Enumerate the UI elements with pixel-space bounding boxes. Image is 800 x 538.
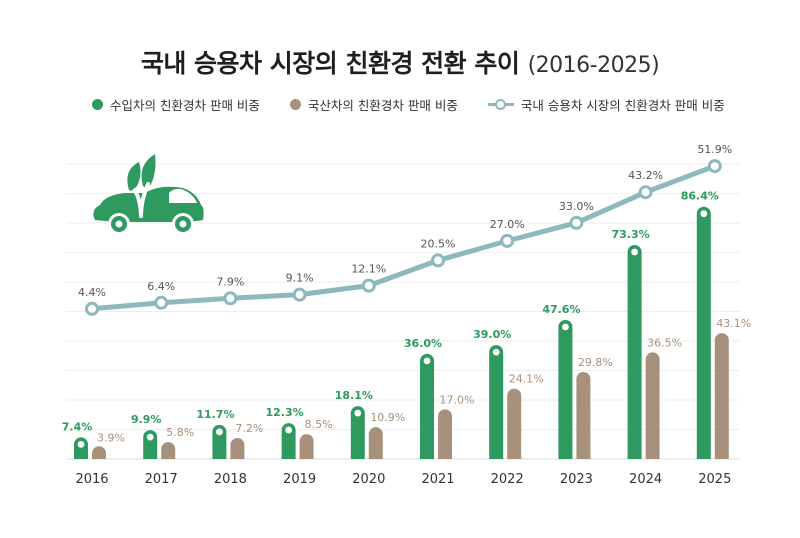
bar-domestic (576, 371, 591, 459)
bar-imported (420, 353, 434, 459)
bar-imported-marker (492, 348, 500, 356)
bar-imported-marker (562, 323, 569, 331)
bar-imported (212, 424, 227, 459)
chart-subtitle: (2016-2025) (527, 53, 660, 78)
line-point-total (292, 287, 307, 302)
bar-imported-marker (423, 357, 431, 365)
data-label-domestic: 3.9% (97, 432, 125, 445)
bar-imported (627, 244, 642, 459)
data-label-imported: 18.1% (335, 389, 373, 402)
line-point-total (223, 291, 238, 306)
bar-imported (143, 430, 158, 459)
bar-domestic (507, 388, 522, 459)
data-label-total: 7.9% (216, 275, 244, 288)
legend-label-total: 국내 승용차 시장의 친환경차 판매 비중 (520, 98, 725, 113)
line-point-total (85, 301, 99, 316)
x-tick-label: 2025 (698, 472, 731, 487)
x-tick-label: 2018 (214, 472, 247, 487)
data-label-domestic: 29.8% (578, 356, 613, 369)
x-axis: 2016 2017 2018 2019 2020 2021 2022 2023 2024 2025 (75, 472, 731, 487)
bar-imported-marker (146, 433, 154, 441)
bar-imported (74, 437, 88, 459)
line-point-total (361, 278, 376, 293)
data-label-total: 4.4% (78, 286, 106, 299)
data-label-imported: 47.6% (542, 303, 580, 316)
bar-imported (281, 423, 296, 459)
bar-imported (558, 320, 573, 459)
bar-domestic (368, 427, 383, 459)
data-label-domestic: 17.0% (440, 393, 475, 406)
bar-domestic (92, 446, 106, 459)
bar-imported-marker (285, 426, 292, 434)
data-label-total: 20.5% (421, 237, 456, 250)
data-label-total: 27.0% (490, 218, 525, 231)
x-tick-label: 2024 (629, 472, 662, 487)
data-label-domestic: 43.1% (716, 317, 751, 330)
data-label-imported: 7.4% (62, 420, 93, 433)
data-label-imported: 39.0% (473, 328, 511, 341)
legend-swatch-domestic (289, 99, 301, 110)
bar-imported (696, 206, 711, 459)
data-label-imported: 11.7% (196, 408, 234, 421)
data-label-imported: 9.9% (131, 413, 162, 426)
data-label-domestic: 36.5% (647, 336, 682, 349)
bar-imported-marker (700, 210, 708, 218)
bar-imported-marker (354, 409, 362, 417)
legend-item-imported: 수입차의 친환경차 판매 비중 (92, 95, 260, 114)
bars-layer: 7.4% 3.9% 9.9% 5.8%11.7%7.2%12.3%8.5% 18.1% 1… (62, 190, 751, 459)
x-tick-label: 2017 (145, 472, 178, 487)
eco-car-leaf-icon (93, 154, 204, 235)
line-point-total (638, 185, 653, 200)
x-tick-label: 2016 (75, 472, 108, 487)
bar-domestic (299, 434, 314, 459)
legend: 수입차의 친환경차 판매 비중 국산차의 친환경차 판매 비중 국내 승용차 시… (92, 95, 755, 114)
bar-domestic (161, 442, 176, 459)
data-label-total: 43.2% (628, 169, 663, 182)
data-label-total: 33.0% (559, 200, 594, 213)
bar-imported (489, 345, 504, 459)
legend-swatch-imported (92, 99, 103, 110)
line-point-total (431, 253, 445, 268)
bar-imported-marker (77, 440, 85, 448)
x-tick-label: 2020 (352, 472, 385, 487)
bar-imported (350, 406, 365, 459)
data-label-domestic: 10.9% (370, 411, 405, 424)
data-label-domestic: 7.2% (235, 422, 263, 435)
x-tick-label: 2019 (283, 472, 316, 487)
data-label-total: 12.1% (351, 263, 386, 276)
bar-domestic (714, 333, 729, 459)
bar-domestic (645, 352, 660, 459)
legend-label-imported: 수입차의 친환경차 판매 비중 (110, 98, 260, 113)
bar-domestic (230, 437, 245, 459)
data-label-total: 51.9% (697, 143, 732, 156)
data-label-imported: 36.0% (404, 337, 442, 350)
data-label-domestic: 8.5% (305, 418, 333, 431)
data-label-domestic: 5.8% (166, 426, 194, 439)
line-point-total (569, 215, 584, 230)
data-label-domestic: 24.1% (509, 373, 544, 386)
data-label-total: 6.4% (147, 280, 175, 293)
x-tick-label: 2021 (421, 472, 454, 487)
bar-imported-marker (631, 248, 638, 256)
legend-item-domestic: 국산차의 친환경차 판매 비중 (289, 95, 458, 114)
x-tick-label: 2023 (560, 472, 593, 487)
legend-item-total: 국내 승용차 시장의 친환경차 판매 비중 (487, 95, 725, 114)
chart-title-text: 국내 승용차 시장의 친환경 전환 추이 (140, 49, 520, 78)
legend-label-domestic: 국산차의 친환경차 판매 비중 (307, 98, 458, 113)
line-layer: 4.4% 6.4% 7.9% 9.1% 12.1% 20.5% 27.0% 33.0% 43.2… (78, 143, 732, 316)
data-label-imported: 86.4% (681, 190, 719, 203)
line-point-total (154, 295, 169, 310)
x-tick-label: 2022 (491, 472, 524, 487)
chart-title: 국내 승용차 시장의 친환경 전환 추이 (2016-2025) (0, 44, 800, 80)
series-line-total (89, 163, 718, 312)
line-point-total (707, 159, 722, 174)
line-point-total (500, 233, 515, 248)
legend-swatch-total (487, 99, 514, 110)
bar-imported-marker (216, 428, 223, 436)
data-label-imported: 12.3% (266, 406, 304, 419)
bar-domestic (438, 409, 452, 459)
data-label-total: 9.1% (286, 272, 314, 285)
data-label-imported: 73.3% (612, 228, 650, 241)
